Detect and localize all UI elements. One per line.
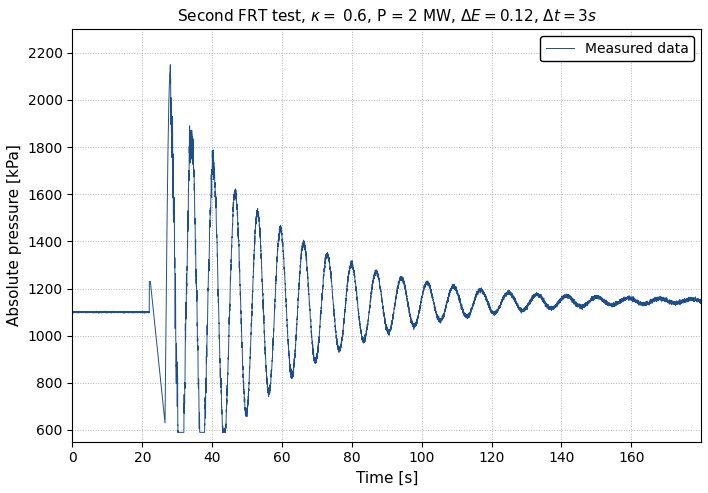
Legend: Measured data: Measured data [540,36,694,61]
Measured data [166,62,175,68]
Measured data [355,318,364,324]
Line: Measured data: Measured data [72,65,701,432]
Measured data [697,299,705,305]
Measured data [110,309,119,315]
Measured data [68,310,76,316]
Measured data [147,281,155,286]
X-axis label: Time [s]: Time [s] [355,471,418,486]
Measured data [656,296,664,302]
Measured data [358,334,367,340]
Title: Second FRT test, $\kappa =\;$0.6, P = 2 MW, $\Delta E = 0.12$, $\Delta t = 3s$: Second FRT test, $\kappa =\;$0.6, P = 2 … [176,7,597,25]
Measured data [413,314,422,319]
Y-axis label: Absolute pressure [kPa]: Absolute pressure [kPa] [7,144,22,326]
Measured data [173,429,182,435]
